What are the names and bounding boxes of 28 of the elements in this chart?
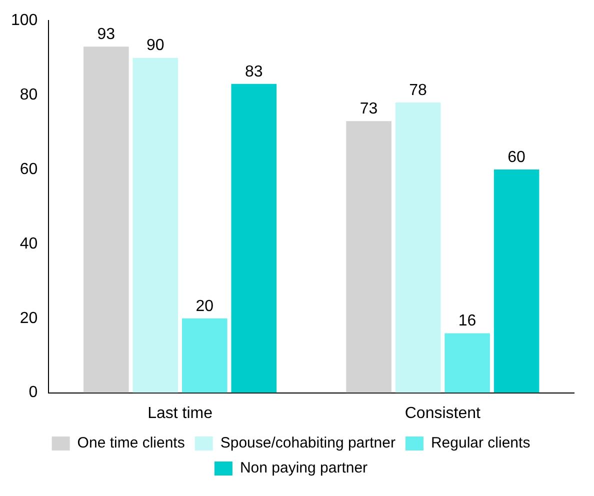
y-tick-label: 60 [20,160,38,178]
bar [83,46,129,393]
legend-label: Spouse/cohabiting partner [220,434,396,452]
bar [182,318,228,393]
bar [494,169,540,393]
bar [132,58,178,393]
x-tick-label: Last time [148,404,213,422]
y-tick-label: 0 [28,384,38,402]
data-label: 16 [458,312,476,330]
bar [444,333,490,393]
data-label: 60 [508,148,526,166]
data-label: 78 [409,82,428,99]
bar [346,121,392,393]
x-tick-label: Consistent [404,404,482,422]
y-tick-label: 100 [10,12,38,30]
data-label: 20 [196,298,214,315]
data-label: 90 [146,37,164,54]
y-tick-label: 20 [20,310,38,327]
legend-label: One time clients [77,434,185,452]
legend-label: Non paying partner [240,460,368,477]
data-label: 73 [360,100,378,118]
y-tick-label: 80 [20,86,38,104]
bar [395,102,441,393]
y-tick-label: 40 [20,235,38,252]
legend-label: Regular clients [430,434,530,452]
data-label: 93 [97,26,116,44]
data-label: 83 [244,63,263,80]
bar [231,84,277,393]
